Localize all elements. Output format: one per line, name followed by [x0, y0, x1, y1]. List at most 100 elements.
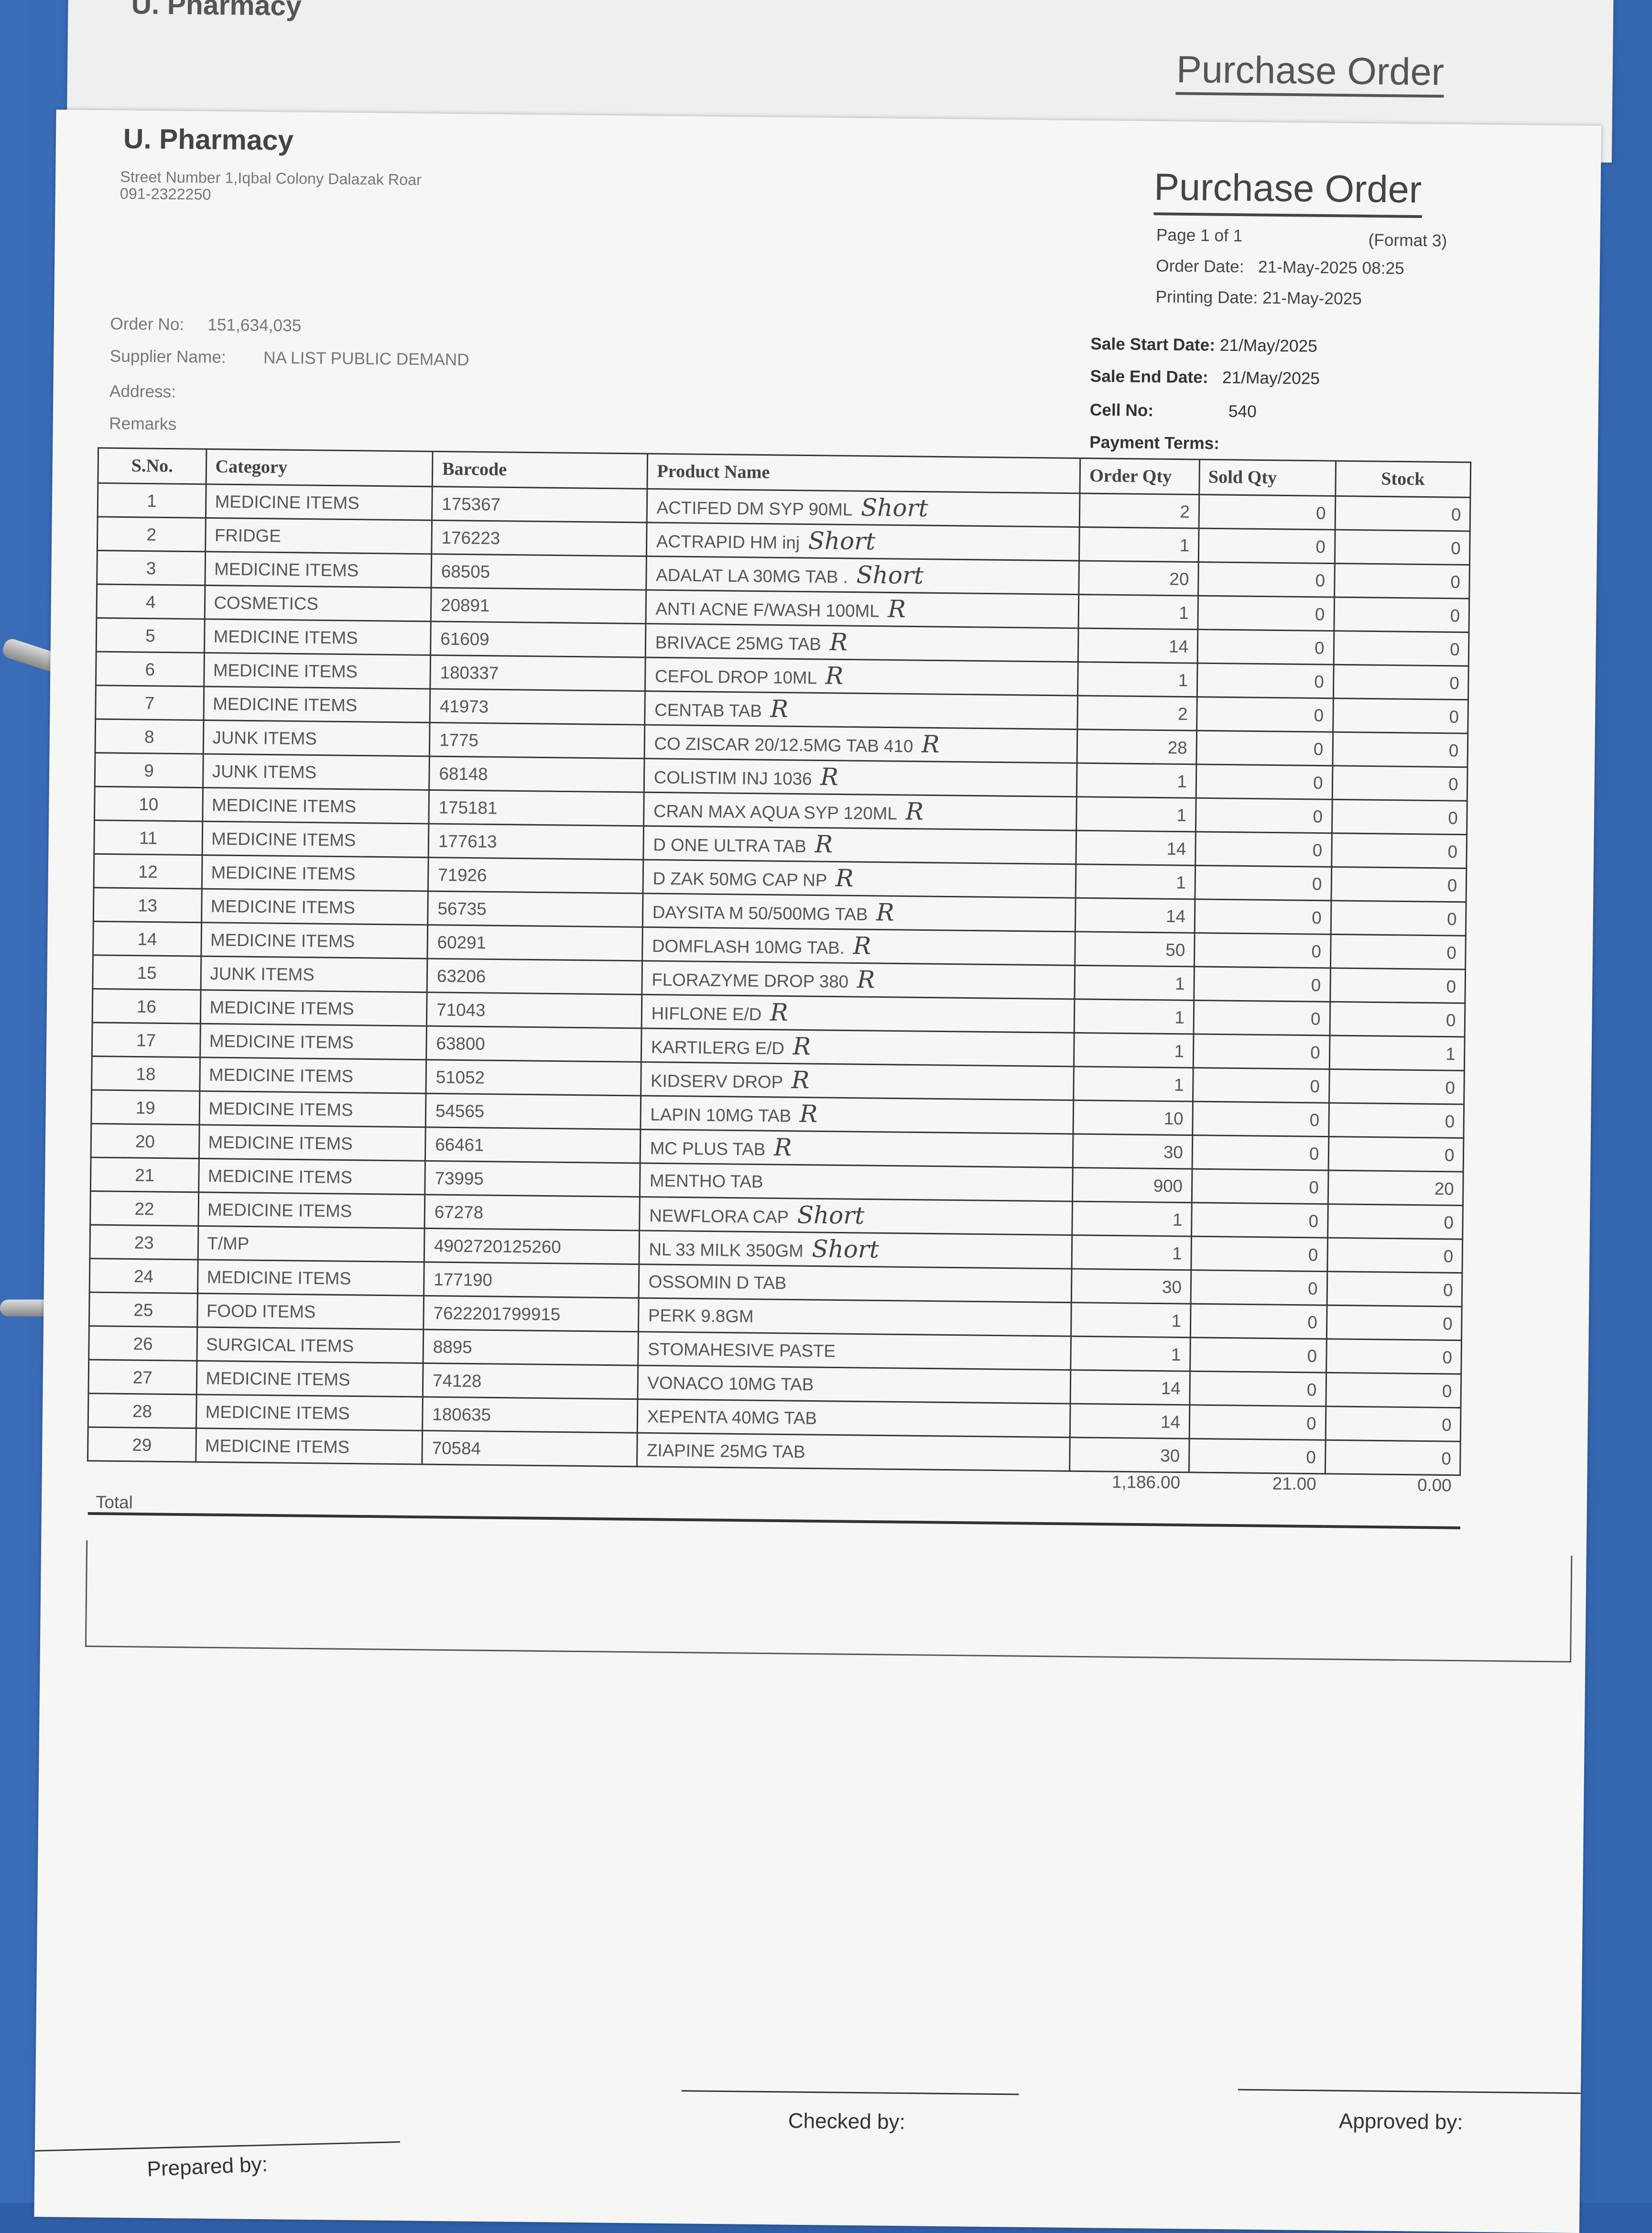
sold-qty-cell-text: 0: [1307, 1346, 1317, 1366]
handwritten-note: R: [799, 1100, 818, 1129]
order-qty-cell-text: 10: [1163, 1108, 1184, 1128]
barcode-cell: 67278: [425, 1194, 641, 1231]
barcode-cell-text: 51052: [435, 1067, 485, 1087]
handwritten-note: R: [905, 797, 924, 826]
sale-start-label: Sale Start Date:: [1090, 334, 1216, 355]
product-cell-text: CO ZISCAR 20/12.5MG TAB 410: [654, 733, 913, 756]
serial-cell: 2: [97, 516, 206, 552]
category-cell: MEDICINE ITEMS: [205, 551, 433, 588]
sold-qty-cell-text: 0: [1310, 1008, 1321, 1029]
handwritten-note: R: [876, 898, 894, 927]
stock-cell-text: 0: [1449, 706, 1459, 727]
stock-cell-text: 0: [1449, 639, 1460, 659]
sold-qty-cell-text: 0: [1311, 941, 1322, 961]
back-title: Purchase Order: [1176, 48, 1445, 98]
order-qty-cell: 30: [1071, 1269, 1191, 1304]
order-qty-cell-text: 2: [1180, 501, 1190, 522]
order-qty-cell-text: 1: [1174, 973, 1185, 993]
product-cell: BRIVACE 25MG TAB R: [646, 623, 1079, 662]
serial-cell: 15: [92, 955, 201, 990]
stock-cell: 0: [1328, 1069, 1465, 1104]
barcode-cell: 8895: [424, 1329, 639, 1366]
barcode-cell: 1775: [430, 722, 645, 759]
sold-qty-cell: 0: [1191, 1236, 1327, 1272]
sold-qty-cell: 0: [1190, 1304, 1327, 1339]
order-qty-cell: 1: [1079, 527, 1199, 562]
sold-qty-cell: 0: [1198, 562, 1335, 598]
sale-end: Sale End Date: 21/May/2025: [1090, 366, 1320, 388]
serial-cell-text: 11: [139, 828, 158, 848]
serial-cell-text: 26: [133, 1333, 153, 1353]
stock-cell-text: 0: [1442, 1381, 1452, 1401]
category-cell: MEDICINE ITEMS: [204, 653, 431, 689]
total-stock: 0.00: [1324, 1473, 1460, 1528]
serial-cell: 12: [94, 854, 202, 889]
category-cell-text: MEDICINE ITEMS: [208, 1132, 353, 1154]
category-cell: FOOD ITEMS: [197, 1293, 424, 1329]
order-qty-cell-text: 50: [1165, 939, 1185, 960]
stock-cell: 0: [1330, 934, 1466, 969]
barcode-cell: 177190: [424, 1262, 640, 1298]
product-cell: ACTRAPID HM inj Short: [647, 523, 1080, 561]
serial-cell: 13: [93, 887, 202, 923]
column-header: S.No.: [98, 447, 206, 484]
category-cell: MEDICINE ITEMS: [196, 1428, 423, 1465]
sale-start: Sale Start Date: 21/May/2025: [1090, 334, 1317, 356]
stock-cell: 0: [1325, 1440, 1461, 1475]
product-cell-text: D ONE ULTRA TAB: [653, 834, 807, 856]
serial-cell-text: 3: [146, 558, 156, 578]
product-cell: HIFLONE E/D R: [642, 994, 1075, 1033]
sold-qty-cell: 0: [1196, 764, 1333, 800]
handwritten-note: R: [773, 1133, 792, 1162]
product-cell-text: CRAN MAX AQUA SYP 120ML: [653, 801, 898, 823]
product-cell: KIDSERV DROP R: [641, 1062, 1075, 1100]
barcode-cell: 41973: [430, 688, 646, 725]
order-qty-cell: 2: [1079, 493, 1199, 529]
stock-cell: 0: [1334, 530, 1470, 565]
sale-start-value: 21/May/2025: [1219, 335, 1317, 356]
product-cell: OSSOMIN D TAB: [639, 1264, 1072, 1303]
stock-cell-text: 0: [1447, 875, 1457, 895]
product-cell: DAYSITA M 50/500MG TAB R: [643, 893, 1076, 932]
stock-cell: 0: [1329, 1002, 1465, 1037]
barcode-cell: 175181: [429, 790, 645, 826]
order-no-value: 151,634,035: [207, 315, 302, 336]
column-header: Product Name: [648, 454, 1081, 493]
product-cell: COLISTIM INJ 1036 R: [644, 758, 1077, 797]
order-qty-cell: 14: [1075, 898, 1195, 933]
stock-cell: 0: [1329, 968, 1466, 1003]
product-cell: NL 33 MILK 350GM Short: [640, 1231, 1073, 1269]
sold-qty-cell-text: 0: [1312, 873, 1322, 893]
serial-cell: 25: [89, 1292, 198, 1327]
stock-cell-text: 0: [1446, 976, 1456, 996]
order-qty-cell-text: 30: [1160, 1445, 1180, 1465]
product-cell-text: LAPIN 10MG TAB: [650, 1104, 792, 1126]
sold-qty-cell-text: 0: [1307, 1278, 1318, 1298]
order-qty-cell: 50: [1075, 931, 1195, 967]
barcode-cell: 61609: [431, 621, 647, 658]
order-qty-cell-text: 14: [1165, 905, 1186, 926]
handwritten-note: R: [835, 864, 854, 893]
order-qty-cell-text: 14: [1160, 1411, 1181, 1432]
stock-cell: 0: [1331, 867, 1467, 902]
category-cell-text: MEDICINE ITEMS: [210, 896, 356, 917]
sold-qty-cell-text: 0: [1314, 671, 1325, 691]
serial-cell: 22: [90, 1191, 199, 1226]
product-cell-text: DOMFLASH 10MG TAB.: [652, 936, 845, 958]
stock-cell: 0: [1328, 1136, 1464, 1172]
stock-cell: 0: [1332, 732, 1468, 767]
serial-cell: 18: [91, 1056, 200, 1091]
stock-cell-text: 0: [1441, 1448, 1452, 1468]
total-sold: 21.00: [1188, 1472, 1325, 1527]
product-cell: MC PLUS TAB R: [641, 1129, 1074, 1168]
barcode-cell-text: 41973: [439, 696, 489, 717]
approved-line: [1238, 2089, 1581, 2094]
column-header: Category: [206, 449, 434, 487]
barcode-cell-text: 63800: [436, 1033, 485, 1054]
order-date-value: 21-May-2025 08:25: [1258, 257, 1405, 279]
product-cell-text: OSSOMIN D TAB: [648, 1271, 787, 1293]
order-qty-cell: 1: [1071, 1336, 1190, 1372]
serial-cell: 20: [91, 1123, 199, 1159]
product-cell: D ONE ULTRA TAB R: [643, 826, 1077, 864]
category-cell: COSMETICS: [205, 585, 432, 621]
